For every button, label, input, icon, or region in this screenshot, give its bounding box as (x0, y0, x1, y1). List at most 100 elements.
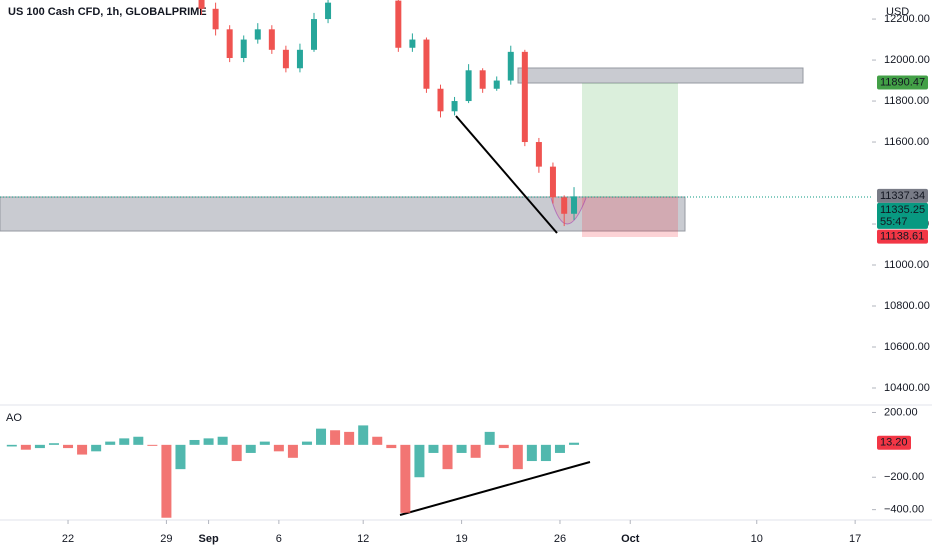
x-tick-label: 17 (849, 533, 861, 545)
ao-bar (554, 444, 565, 453)
ao-bar (48, 443, 59, 445)
x-tick-label: 29 (160, 533, 172, 545)
ao-bar (301, 441, 312, 445)
ao-bar (287, 444, 298, 458)
ao-bar (498, 444, 509, 449)
candle-body (282, 49, 289, 69)
candle-body (423, 39, 430, 89)
x-tick-label: Sep (198, 533, 218, 545)
arc-drawing (550, 197, 587, 225)
candle-body (198, 0, 205, 9)
ao-bar (133, 436, 144, 445)
ao-bar (358, 425, 369, 445)
y-tick-label: 10800.00 (884, 300, 930, 312)
price-label-box (877, 75, 928, 90)
y-tick-label: 10600.00 (884, 341, 930, 353)
ao-bar (526, 444, 537, 462)
ao-bar (231, 444, 242, 462)
ao-bar (175, 444, 186, 470)
trend-line (455, 115, 558, 234)
price-label-box (877, 188, 928, 203)
y-tick-label: 11600.00 (884, 136, 929, 148)
candle-body (493, 80, 500, 89)
ao-bar (203, 438, 214, 445)
price-label-box (877, 229, 928, 244)
supply-zone (517, 67, 804, 84)
ao-bar (456, 444, 467, 453)
y-tick-label: 11800.00 (884, 95, 929, 107)
long-stop-zone (582, 197, 678, 237)
ao-bar (344, 431, 355, 445)
ao-bar (217, 436, 228, 445)
y-tick-label: 200.00 (884, 406, 918, 418)
ao-bar (428, 444, 439, 453)
candle-body (310, 19, 317, 50)
candle-body (549, 166, 556, 198)
candle-body (409, 39, 416, 48)
ao-bar (105, 441, 116, 445)
divergence-line (399, 461, 591, 516)
ao-bar (470, 444, 481, 458)
candle-body (535, 142, 542, 167)
candle-body (479, 70, 486, 89)
price-label: 11138.61 (880, 231, 924, 243)
candle-body (507, 51, 514, 81)
ao-bar (245, 444, 256, 453)
x-tick-label: 12 (357, 533, 369, 545)
ao-bar (34, 444, 45, 449)
y-tick-label: 12000.00 (884, 54, 930, 66)
long-target-zone (582, 83, 678, 197)
candle-body (254, 29, 261, 40)
countdown-label: 55:47 (880, 216, 908, 228)
y-tick-label: 11000.00 (884, 259, 929, 271)
ao-bar (400, 444, 411, 513)
candle-body (212, 8, 219, 30)
ao-bar (259, 441, 270, 445)
ao-bar (273, 444, 284, 452)
ao-bar (569, 442, 580, 445)
x-tick-label: 10 (751, 533, 763, 545)
x-tick-label: 6 (276, 533, 282, 545)
ao-bar (147, 444, 158, 446)
ao-bar (414, 444, 425, 478)
candle-body (226, 29, 233, 59)
candle-body (571, 196, 578, 214)
currency-label: USD (886, 6, 909, 18)
x-tick-label: Oct (621, 533, 640, 545)
x-tick-label: 22 (62, 533, 74, 545)
candle-body (325, 2, 332, 20)
candle-body (268, 29, 275, 50)
candle-body (437, 88, 444, 112)
y-tick-label: −200.00 (884, 471, 924, 483)
candle-body (395, 0, 402, 48)
price-label: 11890.47 (880, 76, 925, 88)
price-label: 11335.25 (880, 204, 925, 216)
ao-bar (119, 438, 130, 445)
ao-bar (6, 444, 17, 447)
candle-body (240, 39, 247, 59)
candle-body (465, 70, 472, 102)
indicator-title: AO (6, 412, 22, 424)
ao-bar (540, 444, 551, 462)
ao-bar (189, 439, 200, 445)
x-tick-label: 26 (554, 533, 566, 545)
ao-bar (63, 444, 74, 449)
ao-bar (330, 430, 341, 445)
ao-bar (77, 444, 88, 455)
chart-title: US 100 Cash CFD, 1h, GLOBALPRIME (8, 6, 207, 18)
demand-zone (0, 196, 686, 232)
ao-bar (161, 444, 172, 518)
price-label-box (877, 202, 928, 229)
ao-bar (442, 444, 453, 470)
y-tick-label: −400.00 (884, 504, 924, 516)
candle-body (521, 51, 528, 143)
ao-bar (91, 444, 102, 452)
ao-bar (316, 428, 327, 445)
ao-bar (20, 444, 31, 450)
price-label: 11337.34 (880, 190, 925, 202)
candle-body (451, 101, 458, 112)
ao-bar (512, 444, 523, 470)
indicator-value-label: 13.20 (880, 437, 908, 449)
candle-body (296, 49, 303, 69)
